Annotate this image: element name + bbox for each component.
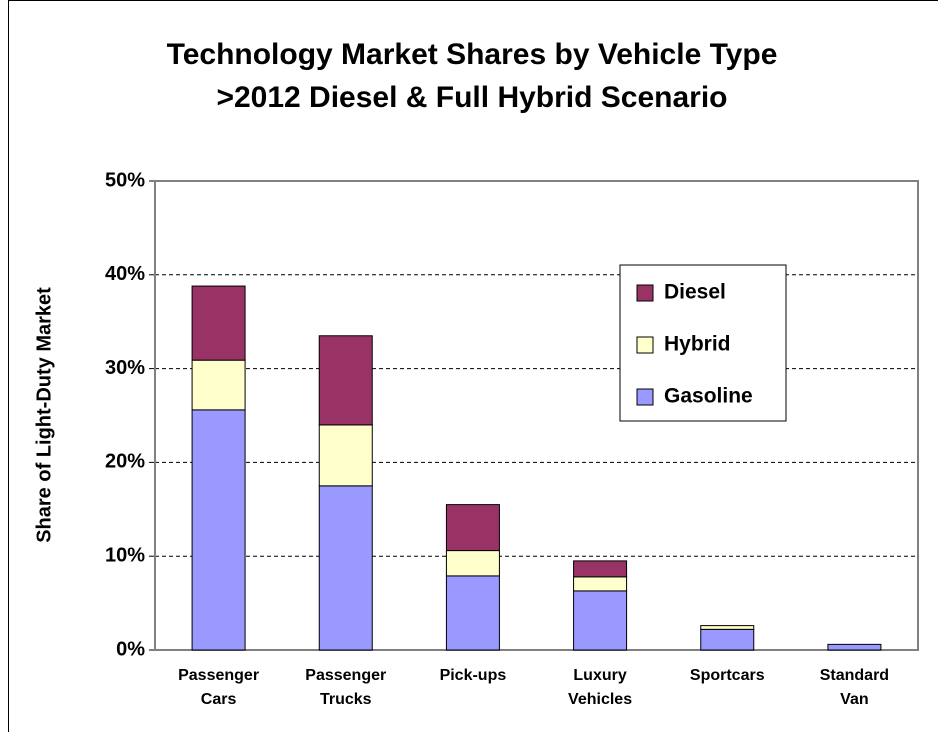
legend-label: Gasoline: [664, 385, 753, 408]
legend-label: Diesel: [664, 281, 726, 304]
bar-segment: [318, 485, 373, 651]
bar-segment: [573, 560, 628, 578]
bar-segment: [445, 550, 500, 577]
legend-swatch: [636, 388, 654, 406]
bar-segment: [318, 424, 373, 487]
y-axis-label: Share of Light-Duty Market: [33, 287, 55, 543]
bar-segment: [191, 359, 246, 411]
bar-segment: [700, 628, 755, 651]
x-tick-label: Sportcars: [690, 667, 765, 684]
bar-segment: [573, 590, 628, 651]
bar-segment: [445, 504, 500, 552]
x-tick-label: Luxury Vehicles: [568, 667, 632, 708]
plot-border: [154, 180, 919, 651]
x-tick-label: Pick-ups: [440, 667, 507, 684]
legend-swatch: [636, 336, 654, 354]
bar-segment: [700, 625, 755, 630]
legend-label: Hybrid: [664, 333, 731, 356]
legend-swatch: [636, 284, 654, 302]
y-tick-label: 10%: [105, 544, 145, 566]
y-tick-label: 20%: [105, 451, 145, 473]
chart-subtitle: >2012 Diesel & Full Hybrid Scenario: [216, 81, 727, 114]
bar-segment: [191, 409, 246, 651]
bar-segment: [191, 285, 246, 361]
x-tick-label: Standard Van: [820, 667, 889, 708]
y-tick-label: 30%: [105, 357, 145, 379]
y-tick-label: 50%: [105, 169, 145, 191]
bar-segment: [445, 575, 500, 651]
bar-segment: [318, 335, 373, 426]
y-tick-label: 0%: [116, 638, 145, 660]
bar-segment: [573, 576, 628, 592]
y-tick-label: 40%: [105, 263, 145, 285]
x-tick-label: Passenger Cars: [178, 667, 259, 708]
x-tick-label: Passenger Trucks: [305, 667, 386, 708]
chart-title: Technology Market Shares by Vehicle Type: [167, 38, 778, 71]
bar-segment: [827, 643, 882, 651]
